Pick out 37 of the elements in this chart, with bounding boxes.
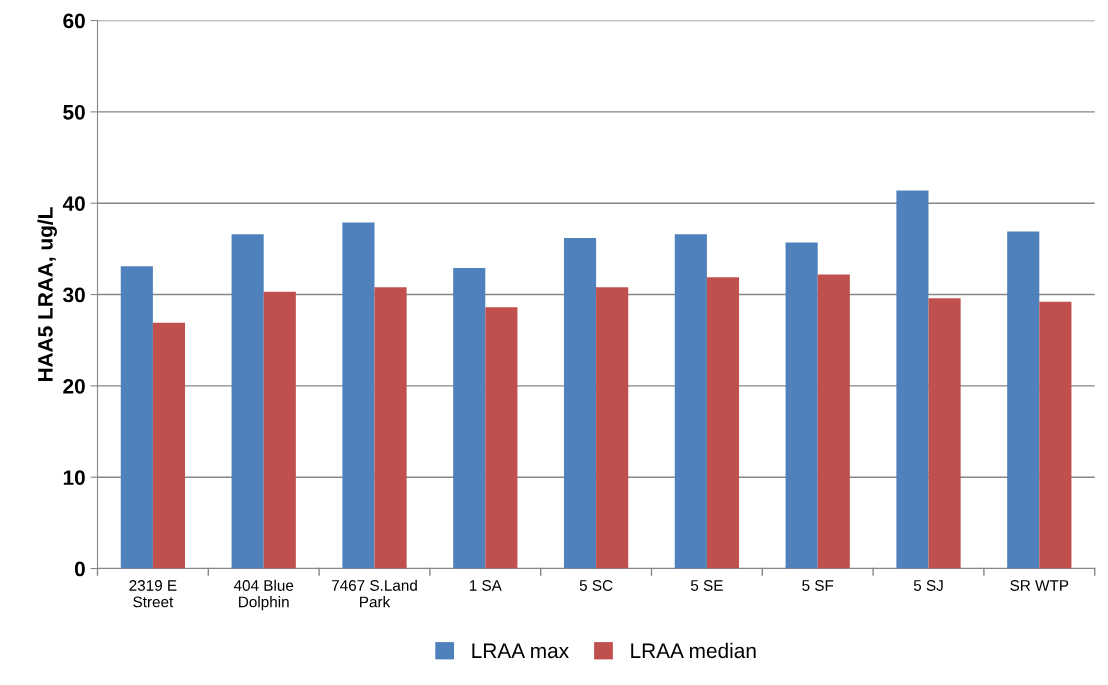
bar [785, 242, 818, 569]
y-tick-label: 60 [63, 13, 85, 29]
bar [1039, 301, 1072, 569]
bar [374, 287, 407, 569]
y-tick-label: 0 [74, 561, 85, 577]
x-tick-label: 7467 S.Land Park [331, 579, 417, 608]
bar [453, 268, 486, 569]
legend-label: LRAA median [631, 642, 756, 659]
legend-label: LRAA max [472, 643, 569, 659]
bar [563, 237, 597, 569]
x-tick-label: SR WTP [1010, 580, 1069, 591]
bar [896, 190, 929, 569]
y-tick-label: 30 [63, 287, 85, 303]
bar [928, 298, 961, 569]
bar [263, 291, 296, 569]
x-tick-label: 2319 E Street [129, 580, 177, 608]
bar [120, 266, 153, 569]
bar [152, 322, 186, 569]
y-tick-label: 40 [62, 196, 85, 211]
x-tick-label: 5 SF [802, 580, 834, 591]
bar [342, 222, 375, 569]
y-tick-label: 10 [63, 470, 85, 485]
x-tick-label: 5 SJ [913, 580, 943, 591]
x-tick-label: 404 Blue Dolphin [233, 579, 294, 611]
y-tick-label: 20 [63, 378, 85, 394]
bar [817, 274, 850, 569]
x-tick-label: 5 SE [690, 580, 723, 591]
x-tick-label: 1 SA [469, 580, 502, 591]
x-tick-label: 5 SC [579, 580, 613, 591]
y-tick-label: 50 [63, 104, 85, 120]
bar [1007, 231, 1040, 569]
y-axis-title: HAA5 LRAA, ug/L [37, 207, 57, 382]
bar [485, 307, 518, 569]
bar [674, 234, 707, 569]
bar [231, 234, 264, 569]
bar [596, 287, 629, 569]
bar [706, 277, 740, 569]
